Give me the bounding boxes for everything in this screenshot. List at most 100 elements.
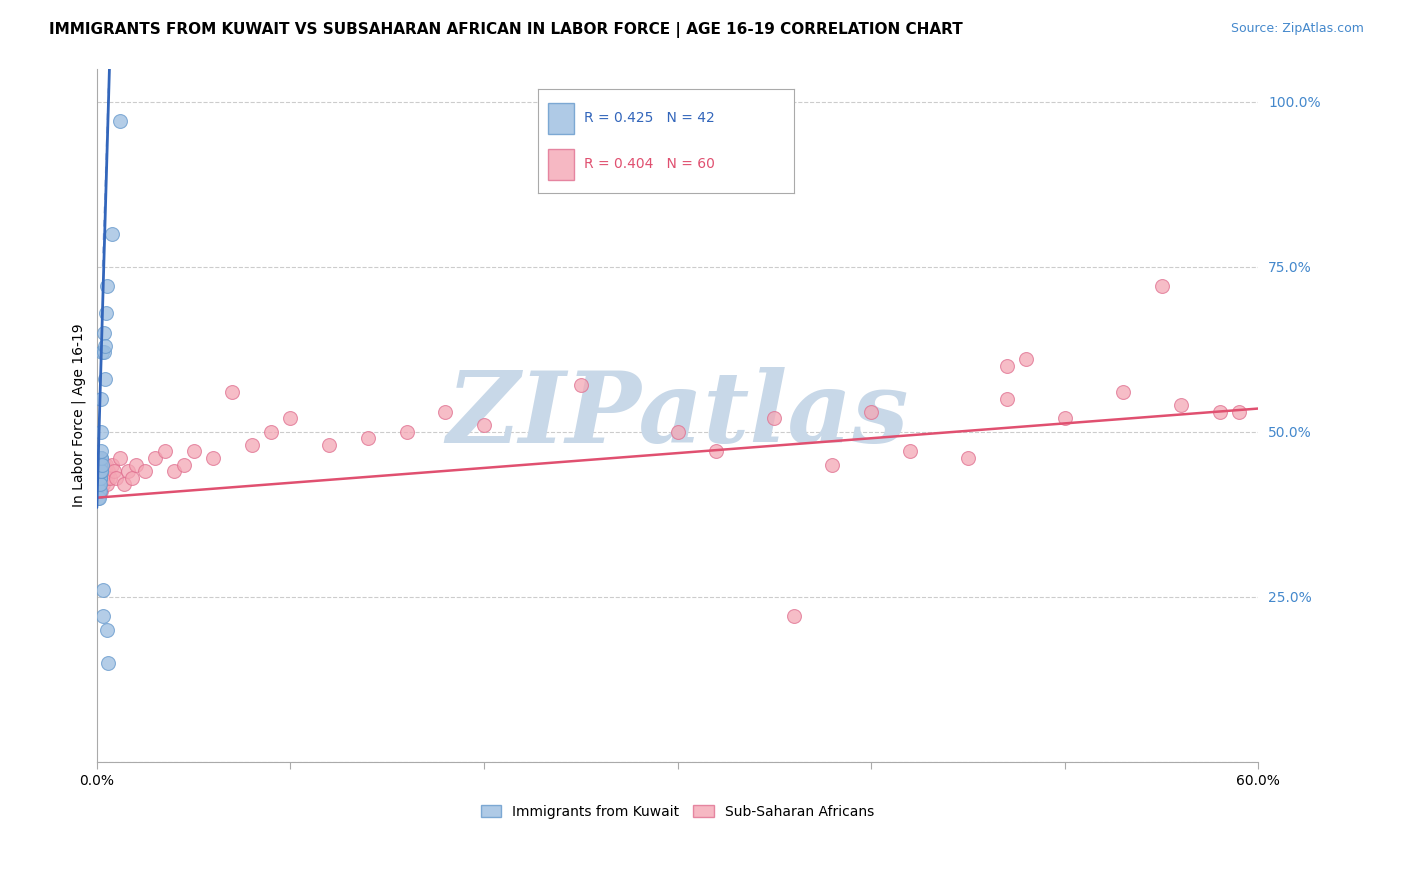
Point [89,471,111,485]
Point [96,471,118,485]
Point [97,656,120,670]
Point [87,477,110,491]
Point [221,384,243,399]
Point [87,471,110,485]
Point [112,477,135,491]
Point [90,464,112,478]
Point [103,464,125,478]
Point [93,464,115,478]
Text: IMMIGRANTS FROM KUWAIT VS SUBSAHARAN AFRICAN IN LABOR FORCE | AGE 16-19 CORRELAT: IMMIGRANTS FROM KUWAIT VS SUBSAHARAN AFR… [49,22,963,38]
Point [89,471,111,485]
Point [89,471,111,485]
Point [995,392,1018,406]
Point [472,417,495,432]
Point [87,491,110,505]
Point [89,464,111,478]
Point [995,359,1018,373]
Point [153,444,176,458]
Point [90,471,112,485]
Point [108,451,131,466]
Point [93,345,115,359]
Point [101,227,124,241]
Point [90,484,112,499]
Point [89,477,111,491]
Point [860,405,883,419]
Point [91,464,114,478]
Point [94,458,117,472]
Point [97,464,120,478]
Point [96,279,118,293]
Point [763,411,786,425]
Point [134,464,156,478]
Point [90,464,112,478]
Point [87,484,110,499]
Point [90,345,112,359]
Point [87,477,110,491]
Text: Source: ZipAtlas.com: Source: ZipAtlas.com [1230,22,1364,36]
Point [90,425,112,439]
Point [105,471,128,485]
Legend: Immigrants from Kuwait, Sub-Saharan Africans: Immigrants from Kuwait, Sub-Saharan Afri… [475,799,880,824]
Point [783,609,806,624]
Point [898,444,921,458]
Point [91,583,114,598]
Text: ZIPatlas: ZIPatlas [447,367,908,463]
Point [93,458,115,472]
Point [395,425,418,439]
Point [93,339,115,353]
Point [90,458,112,472]
Point [318,438,340,452]
Point [90,392,112,406]
Point [94,471,117,485]
Point [91,471,114,485]
Point [183,444,205,458]
Point [90,451,112,466]
Point [121,471,143,485]
Point [89,458,111,472]
Point [108,114,131,128]
Point [93,326,115,340]
Point [96,477,118,491]
Point [90,464,112,478]
Point [91,477,114,491]
Point [94,306,117,320]
Point [90,451,112,466]
Point [89,458,111,472]
Point [101,458,124,472]
Point [143,451,166,466]
Point [1053,411,1076,425]
Point [434,405,457,419]
Point [260,425,283,439]
Point [87,464,110,478]
Point [704,444,727,458]
Point [89,477,111,491]
Point [89,451,111,466]
Point [1015,351,1038,366]
Point [240,438,263,452]
Point [1208,405,1230,419]
Point [163,464,186,478]
Point [89,484,111,499]
Point [569,378,592,392]
Point [117,464,139,478]
Point [91,609,114,624]
Point [89,451,111,466]
Point [93,471,115,485]
Point [1150,279,1173,293]
Y-axis label: In Labor Force | Age 16-19: In Labor Force | Age 16-19 [72,323,86,507]
Point [89,464,111,478]
Point [124,458,146,472]
Point [89,477,111,491]
Point [357,431,380,445]
Point [1112,384,1135,399]
Point [89,458,111,472]
Point [87,477,110,491]
Point [173,458,195,472]
Point [89,477,111,491]
Point [821,458,844,472]
Point [90,444,112,458]
Point [1170,398,1192,412]
Point [87,491,110,505]
Point [666,425,689,439]
Point [89,471,111,485]
